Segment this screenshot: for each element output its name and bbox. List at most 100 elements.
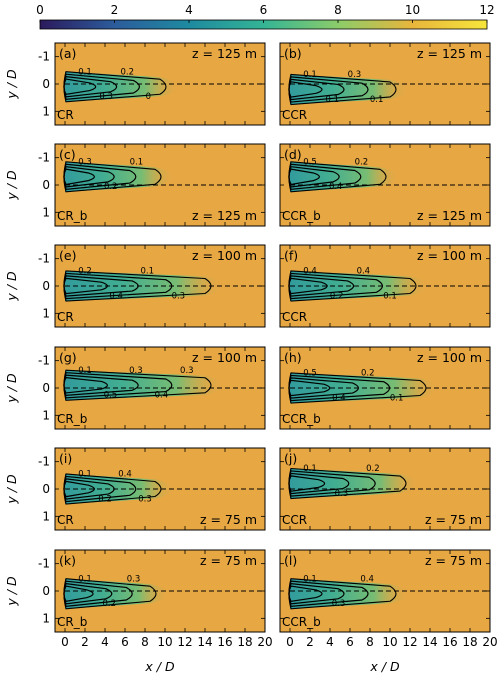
contour-line [288, 81, 323, 98]
contour-label: 0.3 [138, 494, 152, 504]
panel-g: 0.1 0.5 0.3 0.4 0.3 (g) z = 100 m CR_b -1 0 1 [38, 346, 266, 430]
contour-label: 0.2 [103, 599, 117, 609]
y-tick-label: -1 [38, 151, 50, 165]
panel-grid: 0.10.30.20(a) z = 125 mCR-1010.10.10.30.1… [38, 42, 498, 649]
panel-label: (f) [284, 248, 298, 263]
panel-plot-area: 0.5 0.4 0.2 [280, 144, 490, 226]
contour-label: 0.1 [390, 393, 404, 403]
x-tick-label: 0 [286, 635, 294, 649]
case-label: CR_b [57, 209, 87, 223]
contour-line [288, 379, 331, 397]
colorbar-tick-label: 12 [479, 3, 494, 17]
panel-label: (c) [59, 147, 76, 162]
panel-label: (l) [284, 553, 297, 568]
x-tick-label: 16 [217, 635, 232, 649]
case-label: CCR_b [282, 209, 321, 223]
panel-plot-area: 0.1 0.3 0.4 [280, 550, 490, 632]
contour-label: 0.3 [172, 291, 186, 301]
contour-label: 0.3 [129, 366, 143, 376]
case-label: CCR [282, 513, 307, 527]
contour-label: 0.5 [303, 158, 317, 168]
x-tick-label: 4 [101, 635, 109, 649]
x-tick-label: 14 [197, 635, 212, 649]
contour-label: 0.2 [104, 182, 118, 192]
panel-label: (a) [59, 46, 76, 61]
panel-plot-area: 0.1 0.3 0.2 [280, 448, 490, 530]
x-tick-label: 6 [121, 635, 129, 649]
x-tick-label: 2 [306, 635, 314, 649]
contour-label: 0.1 [78, 470, 92, 480]
contour-label: 0.4 [109, 291, 123, 301]
colorbar-tick-label: 2 [111, 3, 119, 17]
height-label: z = 125 m [417, 208, 482, 223]
contour-line [288, 585, 323, 603]
contour-label: 0.1 [370, 95, 384, 105]
height-label: z = 75 m [200, 512, 257, 527]
x-tick-label: 18 [462, 635, 477, 649]
y-tick-label: 0 [42, 482, 50, 496]
contour-label: 0.1 [140, 267, 154, 277]
y-tick-label: -1 [38, 557, 50, 571]
contour-label: 0.4 [303, 267, 317, 277]
case-label: CR [57, 513, 74, 527]
panel-h: 0.5 0.4 0.2 0.1 (h) z = 100 m CCR_b [279, 346, 491, 430]
y-axis-label: y / D [4, 373, 19, 404]
contour-label: 0.1 [325, 95, 339, 105]
height-label: z = 75 m [425, 512, 482, 527]
height-label: z = 125 m [192, 208, 257, 223]
contour-label: 0.4 [118, 470, 132, 480]
height-label: z = 75 m [200, 553, 257, 568]
panel-plot-area: 0.1 0.3 0.2 0 [55, 43, 265, 125]
contour-line [63, 480, 95, 498]
contour-label: 0.3 [348, 70, 362, 80]
x-tick-label: 10 [157, 635, 172, 649]
x-tick-label: 8 [366, 635, 374, 649]
y-axis-label: y / D [4, 271, 19, 302]
y-tick-label: 0 [42, 584, 50, 598]
y-tick-label: 0 [42, 178, 50, 192]
contour-label: 0.4 [332, 393, 346, 403]
contour-line [288, 475, 326, 492]
contour-label: 0.2 [78, 267, 92, 277]
y-tick-label: 1 [42, 509, 50, 523]
contour-label: 0.1 [78, 67, 92, 77]
x-tick-label: 6 [346, 635, 354, 649]
y-tick-label: 0 [42, 381, 50, 395]
panel-plot-area: 0.2 0.4 0.1 0.3 [55, 245, 265, 327]
panel-plot-area: 0.1 0.5 0.3 0.4 0.3 [55, 347, 265, 429]
contour-label: 0.1 [383, 291, 397, 301]
x-tick-label: 16 [442, 635, 457, 649]
panel-label: (i) [59, 451, 72, 466]
contour-label: 0.2 [361, 369, 375, 379]
contour-label: 0.3 [99, 92, 113, 102]
x-tick-label: 14 [422, 635, 437, 649]
case-label: CCR_b [282, 615, 321, 629]
panel-d: 0.5 0.4 0.2 (d) z = 125 m CCR_b [279, 143, 491, 227]
contour-label: 0.2 [98, 494, 112, 504]
y-tick-label: 1 [42, 408, 50, 422]
y-tick-label: -1 [38, 354, 50, 368]
x-tick-label: 2 [81, 635, 89, 649]
panel-plot-area: 0.5 0.4 0.2 0.1 [280, 347, 490, 429]
contour-label: 0.4 [360, 574, 374, 584]
contour-label: 0.2 [330, 291, 344, 301]
y-tick-label: 1 [42, 205, 50, 219]
contour-line [63, 277, 108, 295]
x-tick-label: 8 [141, 635, 149, 649]
colorbar: 0 2 4 6 8 10 12 [36, 3, 495, 30]
contour-label: 0.1 [303, 70, 317, 80]
y-tick-label: -1 [38, 252, 50, 266]
x-tick-label: 10 [382, 635, 397, 649]
contour-label: 0.2 [355, 158, 369, 168]
contour-label: 0.1 [130, 158, 144, 168]
panel-label: (k) [59, 553, 76, 568]
case-label: CCR [282, 310, 307, 324]
contour-label: 0.5 [303, 369, 317, 379]
case-label: CR_b [57, 412, 87, 426]
panel-label: (h) [284, 350, 302, 365]
contour-line [288, 277, 328, 295]
contour-label: 0.3 [180, 366, 194, 376]
contour-line [63, 585, 94, 603]
